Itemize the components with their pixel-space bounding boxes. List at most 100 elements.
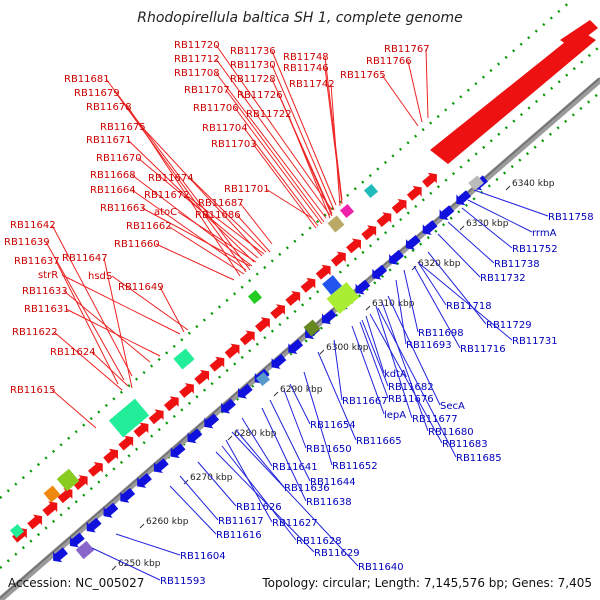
forward-gene-label: RB11622 bbox=[12, 327, 58, 338]
forward-leader-line bbox=[189, 177, 267, 253]
reverse-gene-label: RB11680 bbox=[428, 427, 474, 438]
forward-gene-labels: RB11720 RB11736 RB11748 RB11767 RB11712 RB117… bbox=[4, 40, 430, 429]
forward-leader-line bbox=[53, 331, 123, 391]
reverse-gene-label: RB11752 bbox=[512, 244, 558, 255]
forward-gene-label: RB11703 bbox=[211, 139, 257, 150]
reverse-leader-line bbox=[395, 279, 407, 345]
genome-backbone-edge bbox=[0, 77, 600, 599]
gene-block-purple bbox=[75, 540, 95, 560]
forward-gene-label: RB11639 bbox=[4, 237, 50, 248]
reverse-gene-arrow bbox=[405, 235, 421, 250]
forward-gene-label: RB11672 bbox=[144, 190, 190, 201]
forward-gene-label: RB11671 bbox=[86, 135, 132, 146]
reverse-gene-label: RB11758 bbox=[548, 212, 594, 223]
forward-gene-arrow bbox=[194, 369, 210, 385]
forward-gene-label: RB11722 bbox=[246, 109, 292, 120]
reverse-gene-arrow bbox=[170, 443, 186, 459]
reverse-gene-arrow bbox=[355, 279, 371, 295]
reverse-leader-line bbox=[215, 451, 315, 553]
forward-gene-label: RB11660 bbox=[114, 239, 160, 250]
forward-leader-line bbox=[127, 139, 255, 263]
gene-block-khaki bbox=[327, 215, 345, 233]
reverse-gene-arrow bbox=[153, 458, 169, 473]
forward-gene-label: hsdS bbox=[88, 271, 112, 282]
reverse-leader-line bbox=[241, 417, 273, 467]
ruler-label: 6300 kbp bbox=[326, 343, 369, 353]
forward-gene-arrow bbox=[422, 172, 437, 188]
ruler-tick bbox=[273, 391, 279, 397]
reverse-gene-arrow bbox=[271, 354, 287, 369]
forward-leader-line bbox=[243, 127, 319, 227]
forward-gene-label: RB11706 bbox=[193, 103, 239, 114]
gene-block-green-small bbox=[247, 289, 263, 305]
gene-block-cyan bbox=[363, 183, 379, 199]
gene-block-green bbox=[56, 468, 80, 492]
forward-gene-label: RB11746 bbox=[283, 63, 329, 74]
forward-gene-arrow bbox=[27, 514, 43, 530]
reverse-gene-label: RB11716 bbox=[460, 344, 506, 355]
topology-text: Topology: circular; Length: 7,145,576 bp… bbox=[261, 576, 592, 590]
forward-leader-line bbox=[155, 243, 235, 281]
forward-leader-line bbox=[141, 126, 263, 257]
forward-leader-line bbox=[177, 211, 257, 263]
reverse-leader-line bbox=[413, 265, 461, 349]
forward-gene-label: RB11664 bbox=[90, 185, 136, 196]
reverse-leader-line bbox=[261, 407, 307, 502]
reverse-gene-label: RB11617 bbox=[218, 516, 264, 527]
reverse-leader-line bbox=[283, 389, 307, 449]
reverse-gene-arrow bbox=[422, 220, 438, 235]
reverse-gene-label: RB11698 bbox=[418, 328, 464, 339]
reverse-gene-label: RB11650 bbox=[306, 444, 352, 455]
reverse-gene-arrow bbox=[372, 264, 388, 280]
reverse-leader-line bbox=[303, 371, 333, 466]
reverse-gene-arrow bbox=[137, 473, 152, 488]
reverse-leader-line bbox=[221, 445, 297, 541]
forward-gene-arrow bbox=[406, 185, 422, 201]
reverse-gene-arrow bbox=[288, 339, 304, 354]
forward-leader-line bbox=[324, 67, 343, 205]
forward-leader-line bbox=[45, 241, 125, 381]
reverse-gene-arrow bbox=[187, 428, 203, 444]
reverse-gene-label: RB11665 bbox=[356, 436, 402, 447]
forward-leader-line bbox=[234, 107, 323, 225]
forward-leader-line bbox=[407, 60, 423, 123]
forward-gene-arrow bbox=[300, 277, 316, 293]
forward-gene-label: RB11704 bbox=[202, 123, 248, 134]
forward-gene-arrow bbox=[163, 396, 179, 412]
forward-gene-label: RB11647 bbox=[62, 253, 108, 264]
reverse-gene-label: RB11627 bbox=[272, 518, 318, 529]
forward-gene-label: RB11701 bbox=[224, 184, 270, 195]
rrna-block-small bbox=[173, 348, 195, 370]
reverse-gene-labels: RB11758 rrmA RB11752 RB11738 RB11732 RB11718 R… bbox=[91, 189, 594, 587]
forward-leader-line bbox=[324, 56, 343, 201]
reverse-leader-line bbox=[359, 321, 389, 399]
forward-gene-arrow bbox=[391, 199, 407, 214]
forward-gene-arrow bbox=[361, 225, 377, 241]
forward-gene-arrow bbox=[209, 356, 225, 372]
forward-gene-label: RB11649 bbox=[118, 282, 164, 293]
reverse-leader-line bbox=[179, 475, 219, 521]
forward-leader-line bbox=[91, 351, 129, 387]
reverse-gene-arrow bbox=[439, 205, 455, 221]
forward-gene-arrow bbox=[57, 488, 73, 504]
ruler-tick bbox=[111, 565, 117, 571]
forward-leader-line bbox=[278, 94, 333, 217]
forward-leader-line bbox=[63, 290, 151, 363]
forward-leader-line bbox=[131, 189, 247, 271]
rrna-block bbox=[108, 398, 150, 438]
reverse-leader-line bbox=[419, 263, 513, 341]
forward-leader-line bbox=[265, 188, 313, 219]
forward-leader-line bbox=[65, 308, 161, 357]
ruler-tick bbox=[459, 225, 465, 231]
reverse-gene-label: RB11738 bbox=[494, 259, 540, 270]
forward-gene-label: RB11720 bbox=[174, 40, 220, 51]
reverse-gene-label: RB11626 bbox=[236, 502, 282, 513]
forward-gene-arrow bbox=[285, 291, 301, 306]
forward-gene-label: RB11674 bbox=[148, 173, 194, 184]
forward-gene-label: RB11765 bbox=[340, 70, 386, 81]
reverse-gene-arrow bbox=[69, 532, 85, 548]
forward-leader-line bbox=[271, 50, 337, 206]
forward-gene-arrow bbox=[315, 264, 331, 280]
